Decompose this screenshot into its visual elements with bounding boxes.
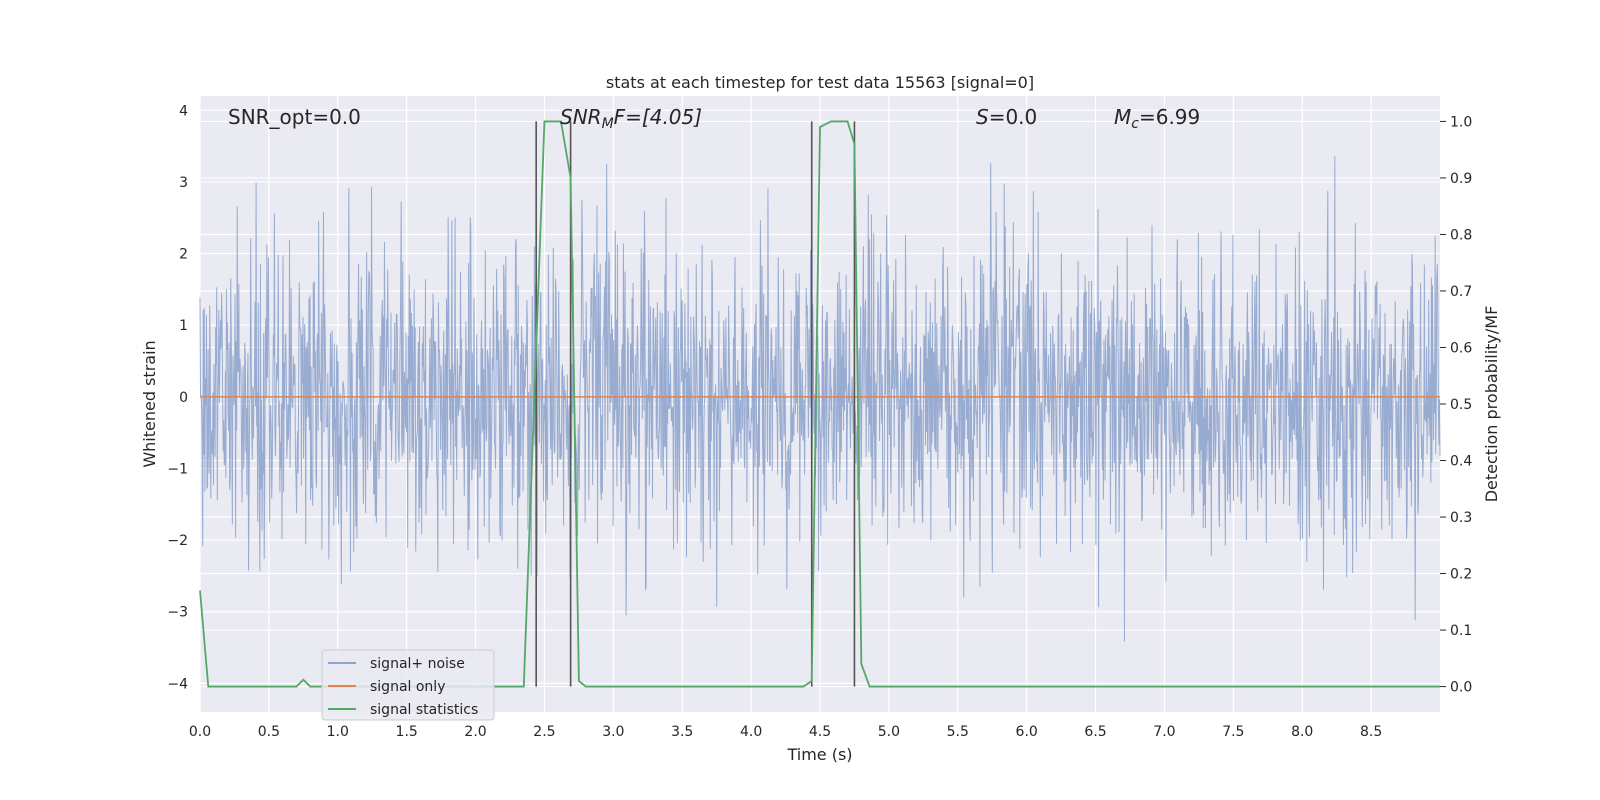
annotation-snr-mf-sub: M bbox=[602, 116, 614, 132]
series-signal-noise bbox=[199, 156, 1441, 642]
legend-label-signal-statistics: signal statistics bbox=[370, 702, 478, 718]
y-right-tick-label: 0.6 bbox=[1450, 340, 1472, 356]
statistics-line bbox=[199, 120, 1440, 688]
chart-title: stats at each timestep for test data 155… bbox=[606, 73, 1034, 92]
x-tick-label: 7.5 bbox=[1222, 724, 1244, 740]
x-tick-label: 0.5 bbox=[258, 724, 280, 740]
annotations: SNR_opt=0.0 SNRMF=[4.05] S=0.0 Mc=6.99 bbox=[228, 105, 1200, 132]
y-right-tick-label: 0.2 bbox=[1450, 567, 1472, 583]
annotation-mc-sub: c bbox=[1131, 116, 1139, 132]
annotation-mc: Mc=6.99 bbox=[1114, 105, 1200, 132]
legend: signal+ noise signal only signal statist… bbox=[321, 649, 495, 721]
x-tick-label: 2.0 bbox=[464, 724, 486, 740]
x-tick-label: 1.5 bbox=[396, 724, 418, 740]
x-axis-label: Time (s) bbox=[786, 745, 852, 764]
annotation-mc-name: M bbox=[1114, 105, 1131, 129]
x-tick-label: 8.0 bbox=[1291, 724, 1313, 740]
y-tick-label: −4 bbox=[167, 676, 188, 692]
y-tick-label: −2 bbox=[167, 533, 188, 549]
y-right-tick-label: 0.3 bbox=[1450, 510, 1472, 526]
y-right-tick-label: 1.0 bbox=[1450, 114, 1472, 130]
annotation-snr-mf-name: SNR bbox=[560, 105, 602, 129]
y-axis-right: 1.0 0.9 0.8 0.7 0.6 0.5 0.4 0.3 0.2 0.1 0.0 bbox=[1440, 114, 1472, 696]
x-tick-label: 1.0 bbox=[327, 724, 349, 740]
y-tick-label: −3 bbox=[167, 605, 188, 621]
x-tick-label: 4.0 bbox=[740, 724, 762, 740]
y-axis-left: 4 3 2 1 0 −1 −2 −3 −4 bbox=[167, 103, 188, 692]
annotation-snr-mf-rest: F=[4.05] bbox=[614, 105, 702, 129]
legend-label-signal-noise: signal+ noise bbox=[370, 656, 465, 672]
x-tick-label: 6.0 bbox=[1016, 724, 1038, 740]
annotation-s-name: S bbox=[976, 105, 989, 129]
y-right-tick-label: 0.9 bbox=[1450, 171, 1472, 187]
y-tick-label: 0 bbox=[179, 390, 188, 406]
y-right-tick-label: 0.1 bbox=[1450, 623, 1472, 639]
y-tick-label: 2 bbox=[179, 247, 188, 263]
legend-box bbox=[321, 649, 495, 721]
y-right-tick-label: 0.7 bbox=[1450, 284, 1472, 300]
x-tick-label: 7.0 bbox=[1153, 724, 1175, 740]
x-tick-label: 5.0 bbox=[878, 724, 900, 740]
annotation-s-rest: =0.0 bbox=[989, 105, 1038, 129]
y-tick-label: −1 bbox=[167, 461, 188, 477]
annotation-s: S=0.0 bbox=[976, 105, 1037, 129]
annotation-snr-opt: SNR_opt=0.0 bbox=[228, 105, 361, 129]
x-tick-label: 8.5 bbox=[1360, 724, 1382, 740]
x-tick-label: 6.5 bbox=[1084, 724, 1106, 740]
y-axis-right-label: Detection probability/MF bbox=[1482, 306, 1501, 503]
x-tick-label: 5.5 bbox=[947, 724, 969, 740]
series-signal-statistics bbox=[199, 120, 1440, 688]
y-tick-label: 3 bbox=[179, 175, 188, 191]
annotation-snr-mf: SNRMF=[4.05] bbox=[560, 105, 702, 132]
y-right-tick-label: 0.8 bbox=[1450, 227, 1472, 243]
x-tick-label: 3.0 bbox=[602, 724, 624, 740]
x-tick-label: 2.5 bbox=[533, 724, 555, 740]
x-axis: 0.0 0.5 1.0 1.5 2.0 2.5 3.0 3.5 4.0 4.5 5.0 5.5 6.0 6… bbox=[189, 724, 1382, 740]
vertical-lines bbox=[535, 121, 856, 687]
y-tick-label: 1 bbox=[179, 318, 188, 334]
y-right-tick-label: 0.0 bbox=[1450, 680, 1472, 696]
y-axis-label: Whitened strain bbox=[140, 340, 159, 467]
annotation-mc-rest: =6.99 bbox=[1139, 105, 1200, 129]
y-right-tick-label: 0.5 bbox=[1450, 397, 1472, 413]
legend-label-signal-only: signal only bbox=[370, 679, 445, 695]
noise-line bbox=[199, 156, 1441, 642]
x-tick-label: 3.5 bbox=[671, 724, 693, 740]
y-right-tick-label: 0.4 bbox=[1450, 454, 1472, 470]
x-tick-label: 0.0 bbox=[189, 724, 211, 740]
x-tick-label: 4.5 bbox=[809, 724, 831, 740]
y-tick-label: 4 bbox=[179, 103, 188, 119]
